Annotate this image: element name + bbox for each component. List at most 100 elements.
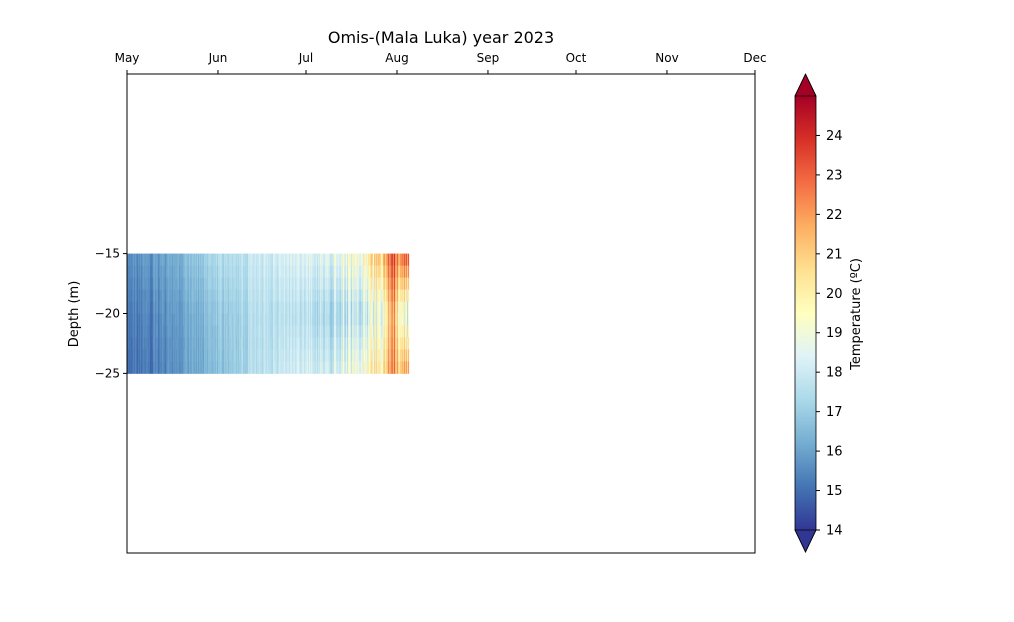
heatmap-cell [284, 265, 286, 278]
heatmap-cell [217, 253, 219, 267]
heatmap-cell [195, 349, 197, 362]
heatmap-cell [232, 253, 234, 267]
heatmap-cell [399, 325, 401, 338]
heatmap-cell [405, 253, 407, 267]
heatmap-cell [295, 337, 297, 350]
heatmap-cell [391, 325, 393, 338]
heatmap-cell [156, 349, 158, 362]
heatmap-cell [269, 277, 271, 290]
heatmap-cell [127, 313, 129, 326]
heatmap-cell [134, 361, 136, 374]
heatmap-cell [333, 349, 335, 362]
heatmap-cell [193, 337, 195, 350]
heatmap-cell [139, 337, 141, 350]
heatmap-cell [130, 337, 132, 350]
heatmap-cell [297, 277, 299, 290]
heatmap-cell [166, 361, 168, 374]
heatmap-cell [137, 325, 139, 338]
heatmap-cell [144, 325, 146, 338]
heatmap-cell [336, 265, 338, 278]
heatmap-cell [131, 361, 133, 374]
heatmap-cell [375, 349, 377, 362]
heatmap-cell [299, 265, 301, 278]
heatmap-cell [195, 253, 198, 267]
heatmap-cell [129, 277, 132, 290]
heatmap-cell [403, 265, 405, 278]
heatmap-cell [163, 289, 165, 302]
heatmap-cell [144, 349, 146, 362]
heatmap-cell [138, 277, 140, 290]
heatmap-cell [157, 313, 159, 326]
heatmap-cell [200, 361, 202, 374]
heatmap-cell [167, 349, 169, 362]
heatmap-cell [198, 265, 200, 278]
heatmap-cell [265, 253, 267, 267]
heatmap-cell [319, 253, 322, 267]
heatmap-cell [322, 349, 325, 362]
heatmap-cell [391, 265, 393, 278]
heatmap-cell [358, 277, 360, 290]
heatmap-cell [146, 301, 148, 314]
heatmap-cell [250, 325, 253, 338]
heatmap-cell [198, 361, 201, 374]
heatmap-cell [384, 361, 386, 374]
heatmap-cell [381, 325, 383, 338]
heatmap-cell [354, 349, 356, 362]
heatmap-cell [231, 253, 233, 267]
heatmap-cell [147, 361, 149, 374]
heatmap-cell [299, 277, 301, 290]
heatmap-cell [333, 337, 336, 350]
heatmap-cell [217, 325, 219, 338]
heatmap-cell [372, 337, 374, 350]
heatmap-cell [213, 277, 215, 290]
heatmap-cell [208, 265, 210, 278]
heatmap-cell [297, 325, 299, 338]
heatmap-cell [162, 277, 164, 290]
heatmap-cell [283, 325, 285, 338]
heatmap-cell [362, 325, 364, 338]
heatmap-cell [341, 253, 344, 267]
heatmap-cell [173, 289, 175, 302]
heatmap-cell [208, 361, 210, 374]
heatmap-cell [326, 265, 328, 278]
heatmap-cell [164, 265, 166, 278]
heatmap-cell [255, 361, 257, 374]
heatmap-cell [353, 349, 355, 362]
heatmap-cell [352, 349, 354, 362]
heatmap-cell [298, 265, 300, 278]
heatmap-cell [261, 337, 263, 350]
heatmap-cell [320, 277, 322, 290]
heatmap-cell [269, 313, 271, 326]
heatmap-cell [207, 289, 209, 302]
heatmap-cell [220, 277, 222, 290]
heatmap-cell [199, 313, 201, 326]
heatmap-cell [127, 265, 129, 278]
heatmap-cell [149, 349, 151, 362]
heatmap-cell [325, 313, 327, 326]
heatmap-cell [204, 325, 206, 338]
heatmap-cell [170, 361, 172, 374]
heatmap-cell [262, 253, 264, 267]
heatmap-cell [350, 313, 352, 326]
heatmap-cell [217, 289, 220, 302]
heatmap-cell [160, 313, 162, 326]
heatmap-cell [215, 337, 217, 350]
heatmap-cell [270, 289, 272, 302]
heatmap-cell [266, 313, 268, 326]
heatmap-cell [151, 313, 153, 326]
heatmap-cell [306, 337, 308, 350]
heatmap-cell [275, 277, 277, 290]
heatmap-cell [369, 349, 371, 362]
heatmap-cell [277, 253, 279, 267]
heatmap-cell [285, 277, 287, 290]
heatmap-cell [287, 325, 289, 338]
heatmap-cell [219, 337, 221, 350]
heatmap-cell [393, 265, 395, 278]
heatmap-cell [374, 277, 377, 290]
heatmap-cell [330, 289, 333, 302]
heatmap-cell [322, 277, 324, 290]
heatmap-cell [143, 361, 145, 374]
heatmap-cell [198, 277, 200, 290]
heatmap-cell [153, 361, 155, 374]
heatmap-cell [271, 349, 273, 362]
